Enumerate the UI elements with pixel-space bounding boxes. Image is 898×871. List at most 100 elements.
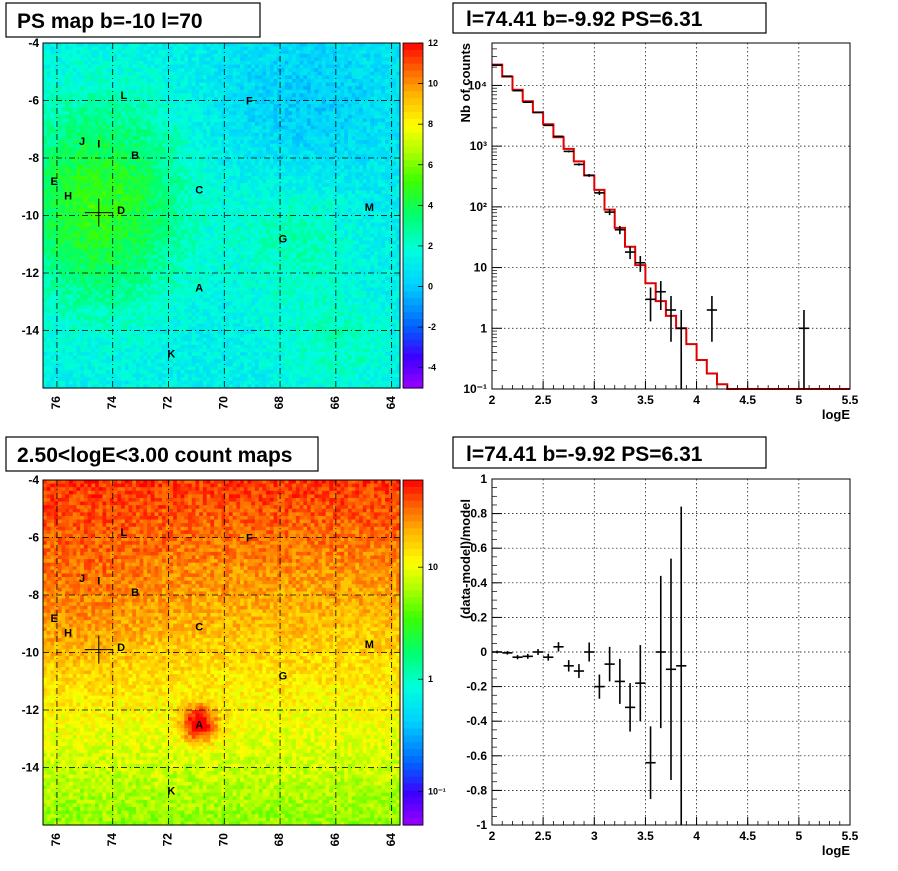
- heatmap-cell: [173, 172, 177, 176]
- heatmap-cell: [222, 83, 226, 87]
- heatmap-cell: [114, 348, 118, 352]
- heatmap-cell: [58, 208, 62, 212]
- heatmap-cell: [54, 75, 58, 79]
- heatmap-cell: [50, 165, 54, 169]
- heatmap-cell: [184, 223, 188, 227]
- heatmap-cell: [69, 230, 73, 234]
- heatmap-cell: [103, 241, 107, 245]
- heatmap-cell: [95, 298, 99, 302]
- heatmap-cell: [50, 140, 54, 144]
- heatmap-cell: [181, 266, 185, 270]
- heatmap-cell: [88, 68, 92, 72]
- heatmap-cell: [103, 309, 107, 313]
- heatmap-cell: [192, 255, 196, 259]
- heatmap-cell: [210, 72, 214, 76]
- heatmap-cell: [195, 83, 199, 87]
- heatmap-cell: [65, 65, 69, 69]
- heatmap-cell: [143, 295, 147, 299]
- heatmap-cell: [177, 147, 181, 151]
- heatmap-cell: [195, 370, 199, 374]
- heatmap-cell: [43, 122, 47, 126]
- heatmap-cell: [99, 68, 103, 72]
- heatmap-cell: [95, 295, 99, 299]
- heatmap-cell: [166, 140, 170, 144]
- heatmap-cell: [121, 223, 125, 227]
- heatmap-cell: [195, 345, 199, 349]
- heatmap-cell: [69, 68, 73, 72]
- heatmap-cell: [207, 295, 211, 299]
- heatmap-cell: [188, 370, 192, 374]
- heatmap-cell: [88, 176, 92, 180]
- heatmap-cell: [192, 144, 196, 148]
- heatmap-cell: [106, 338, 110, 342]
- heatmap-cell: [110, 216, 114, 220]
- heatmap-cell: [207, 108, 211, 112]
- heatmap-cell: [181, 223, 185, 227]
- heatmap-cell: [210, 226, 214, 230]
- heatmap-cell: [80, 255, 84, 259]
- heatmap-cell: [136, 111, 140, 115]
- heatmap-cell: [181, 341, 185, 345]
- heatmap-cell: [84, 151, 88, 155]
- heatmap-cell: [222, 273, 226, 277]
- heatmap-cell: [65, 331, 69, 335]
- heatmap-cell: [136, 259, 140, 263]
- heatmap-cell: [91, 198, 95, 202]
- figure-canvas: PS map b=-10 l=70 l=74.41 b=-9.92 PS=6.3…: [0, 0, 898, 871]
- heatmap-cell: [80, 115, 84, 119]
- heatmap-cell: [143, 187, 147, 191]
- heatmap-cell: [218, 61, 222, 65]
- heatmap-cell: [218, 226, 222, 230]
- heatmap-cell: [140, 147, 144, 151]
- heatmap-cell: [214, 187, 218, 191]
- heatmap-cell: [166, 241, 170, 245]
- heatmap-cell: [43, 244, 47, 248]
- heatmap-cell: [43, 277, 47, 281]
- heatmap-cell: [184, 126, 188, 130]
- heatmap-cell: [218, 147, 222, 151]
- heatmap-cell: [222, 316, 226, 320]
- heatmap-cell: [173, 363, 177, 367]
- heatmap-cell: [76, 280, 80, 284]
- heatmap-cell: [151, 273, 155, 277]
- heatmap-cell: [214, 194, 218, 198]
- heatmap-cell: [121, 309, 125, 313]
- heatmap-cell: [140, 208, 144, 212]
- heatmap-cell: [136, 251, 140, 255]
- heatmap-cell: [73, 334, 77, 338]
- heatmap-cell: [99, 50, 103, 54]
- heatmap-cell: [129, 323, 133, 327]
- heatmap-cell: [132, 298, 136, 302]
- heatmap-cell: [58, 381, 62, 385]
- heatmap-cell: [132, 219, 136, 223]
- heatmap-cell: [62, 248, 66, 252]
- heatmap-cell: [132, 287, 136, 291]
- heatmap-cell: [129, 162, 133, 166]
- heatmap-cell: [169, 57, 173, 61]
- heatmap-cell: [95, 122, 99, 126]
- heatmap-cell: [132, 136, 136, 140]
- heatmap-cell: [192, 65, 196, 69]
- heatmap-cell: [84, 205, 88, 209]
- heatmap-cell: [76, 262, 80, 266]
- heatmap-cell: [155, 313, 159, 317]
- heatmap-cell: [158, 280, 162, 284]
- heatmap-cell: [95, 377, 99, 381]
- heatmap-cell: [84, 90, 88, 94]
- heatmap-cell: [136, 323, 140, 327]
- heatmap-cell: [65, 144, 69, 148]
- heatmap-cell: [199, 172, 203, 176]
- heatmap-cell: [103, 75, 107, 79]
- heatmap-cell: [58, 230, 62, 234]
- heatmap-cell: [151, 65, 155, 69]
- heatmap-cell: [169, 108, 173, 112]
- heatmap-cell: [54, 50, 58, 54]
- heatmap-cell: [43, 287, 47, 291]
- heatmap-cell: [195, 251, 199, 255]
- heatmap-cell: [147, 352, 151, 356]
- heatmap-cell: [106, 284, 110, 288]
- heatmap-cell: [166, 115, 170, 119]
- heatmap-cell: [114, 172, 118, 176]
- heatmap-cell: [80, 129, 84, 133]
- heatmap-cell: [88, 287, 92, 291]
